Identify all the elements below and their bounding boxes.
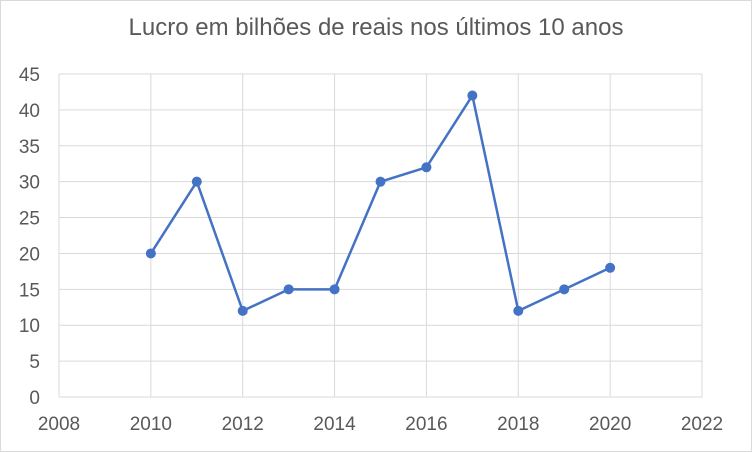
x-tick-label: 2014	[313, 414, 356, 435]
x-tick-label: 2012	[222, 414, 264, 435]
series-layer	[145, 90, 616, 316]
data-point	[145, 248, 156, 259]
x-tick-label: 2018	[497, 414, 539, 435]
y-tick-label: 35	[19, 137, 40, 158]
chart-title: Lucro em bilhões de reais nos últimos 10…	[128, 14, 624, 41]
data-point	[605, 262, 616, 273]
x-tick-label: 2020	[589, 414, 631, 435]
y-tick-label: 40	[19, 101, 40, 122]
series-line	[149, 94, 611, 313]
x-tick-label: 2022	[681, 414, 723, 435]
y-tick-label: 30	[19, 173, 40, 194]
data-point	[237, 305, 248, 316]
data-point	[375, 176, 386, 187]
data-point	[421, 162, 432, 173]
data-point	[191, 176, 202, 187]
x-tick-label: 2008	[38, 414, 80, 435]
y-tick-label: 0	[29, 388, 40, 409]
x-tick-label: 2010	[130, 414, 172, 435]
data-point	[329, 284, 340, 295]
y-tick-label: 25	[19, 209, 40, 230]
data-point	[467, 90, 478, 101]
x-tick-label: 2016	[405, 414, 447, 435]
data-point	[513, 305, 524, 316]
tick-labels: 2008 2010 2012 2014 2016 2018 2020 2022 0 5 10 15 20…	[19, 65, 723, 435]
y-tick-label: 20	[19, 244, 40, 265]
data-point	[283, 284, 294, 295]
grid-lines	[58, 73, 703, 398]
y-tick-label: 10	[19, 316, 40, 337]
y-tick-label: 15	[19, 280, 40, 301]
y-tick-label: 5	[29, 352, 40, 373]
y-tick-label: 45	[19, 65, 40, 86]
data-point	[559, 284, 570, 295]
